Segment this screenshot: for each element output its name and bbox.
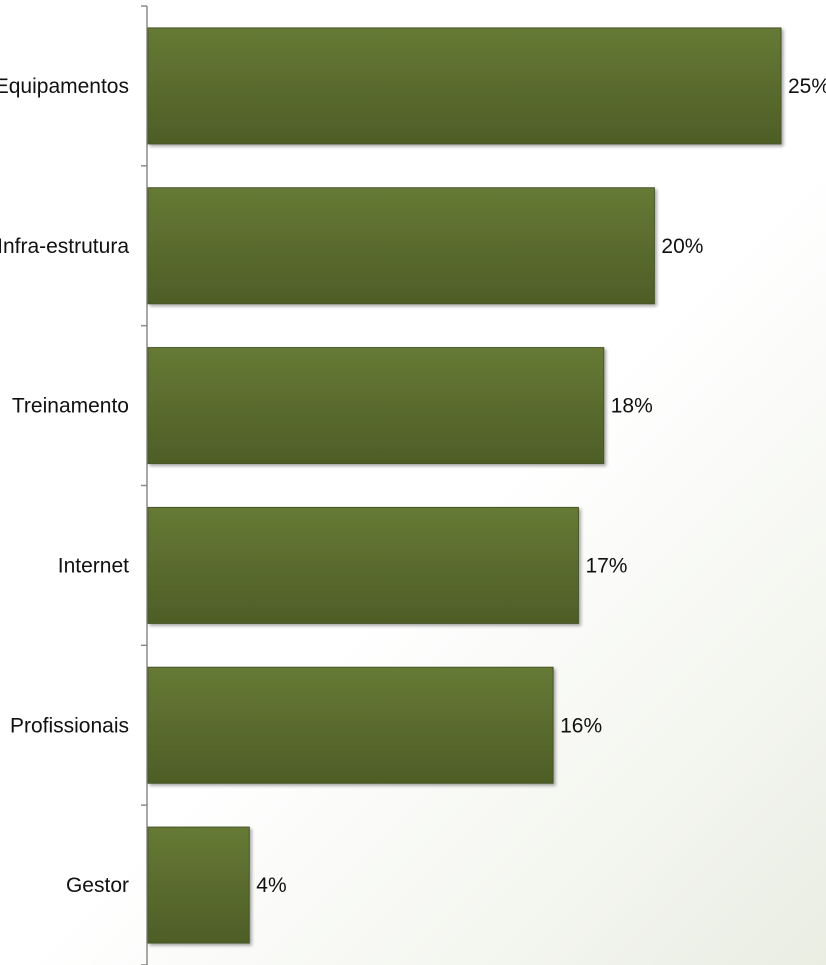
category-label: Infra-estrutura [0, 235, 129, 258]
category-label: Profissionais [10, 714, 129, 737]
bar [147, 27, 782, 145]
value-labels: 25% 20% 18% 17% 16% 4% [256, 75, 826, 897]
category-labels: Equipamentos Infra-estrutura Treinamento In… [0, 75, 129, 897]
bars-group [147, 27, 782, 944]
value-label: 4% [256, 874, 286, 897]
bar [147, 826, 250, 944]
value-label: 18% [611, 395, 653, 418]
value-label: 20% [661, 235, 703, 258]
y-axis-ticks [141, 5, 147, 965]
bar [147, 347, 605, 465]
value-label: 25% [788, 75, 826, 98]
bar [147, 187, 655, 305]
bar [147, 506, 579, 624]
category-label: Equipamentos [0, 75, 129, 98]
category-label: Gestor [66, 874, 129, 897]
category-label: Internet [58, 554, 129, 577]
value-label: 17% [585, 554, 627, 577]
category-label: Treinamento [12, 395, 129, 418]
bar [147, 666, 554, 784]
value-label: 16% [560, 714, 602, 737]
